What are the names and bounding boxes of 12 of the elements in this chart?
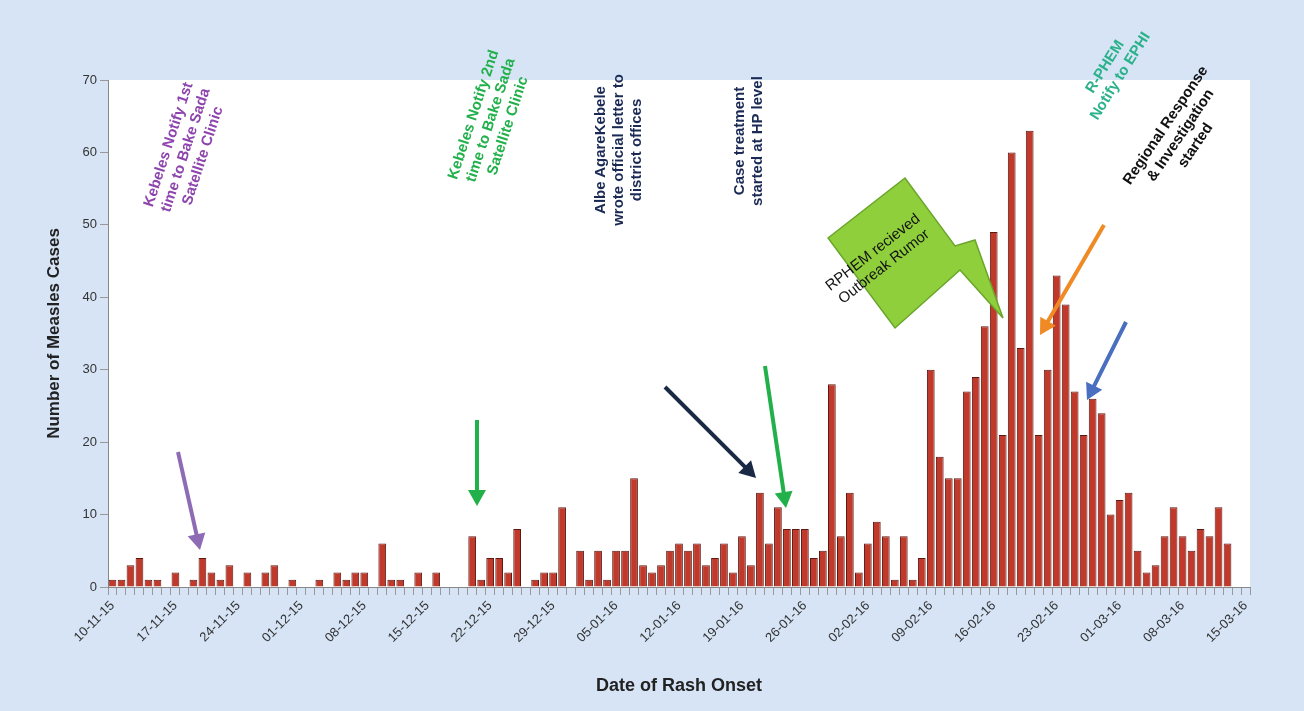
x-axis-title: Date of Rash Onset bbox=[595, 675, 763, 696]
y-tick-label: 10 bbox=[82, 506, 97, 522]
y-tick-label: 50 bbox=[82, 216, 97, 232]
annotation: Case treatment started at HP level bbox=[730, 75, 766, 208]
y-tick-label: 0 bbox=[89, 578, 97, 594]
y-tick-label: 70 bbox=[82, 71, 97, 87]
y-tick-label: 60 bbox=[82, 144, 97, 160]
y-tick-label: 20 bbox=[82, 433, 97, 449]
y-axis-title: Number of Measles Cases bbox=[43, 228, 63, 439]
y-tick-label: 40 bbox=[82, 288, 97, 304]
annotation: Albe AgareKebele wrote official letter to district offices bbox=[591, 73, 645, 228]
y-tick-label: 30 bbox=[82, 361, 97, 377]
